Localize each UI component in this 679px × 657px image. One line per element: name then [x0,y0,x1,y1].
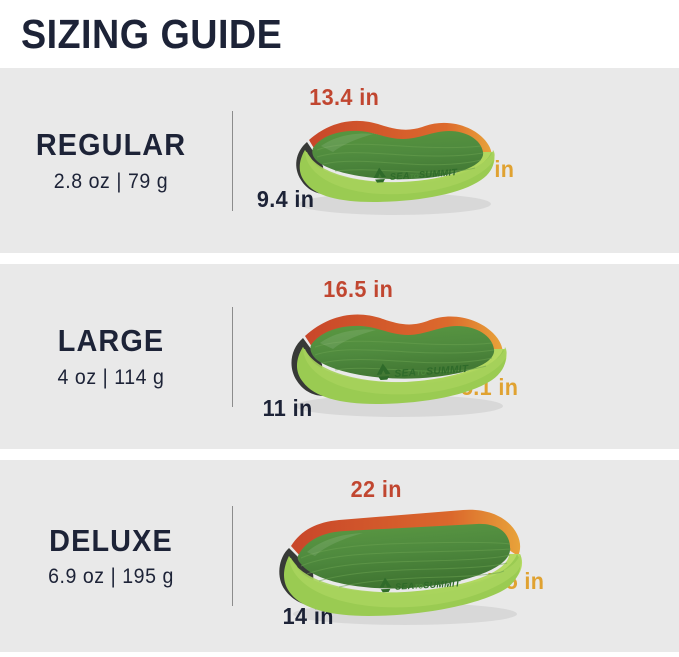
brand-logo-deluxe: SEATOSUMMIT [379,577,462,593]
pillow-front-face [303,347,507,395]
size-rows-container: REGULAR 2.8 oz | 79 g 13.4 in 4.3 in 9.4… [0,68,679,652]
pillow-illustration-regular: SEATOSUMMIT [277,102,509,217]
figure-area-deluxe: 22 in 5.5 in 14 in [233,460,679,652]
size-label-block-regular: REGULAR 2.8 oz | 79 g [0,127,232,193]
pillow-front-face [305,150,495,195]
row-divider-deluxe [232,506,233,606]
pillow-top-surface [310,325,495,379]
mountain-peak-icon [379,577,392,593]
pillow-quilt-seams [314,340,495,372]
dimension-width-regular: 13.4 in [309,84,380,110]
dimension-width-deluxe: 22 in [350,476,402,502]
dimension-length-large: 11 in [262,395,313,421]
page-title: SIZING GUIDE [21,10,283,57]
figure-area-large: 16.5 in 5.1 in 11 in [233,264,679,449]
size-row-regular: REGULAR 2.8 oz | 79 g 13.4 in 4.3 in 9.4… [0,68,679,253]
row-divider-large [232,306,233,407]
brand-logo-regular: SEATOSUMMIT [373,167,459,183]
mountain-peak-icon [376,363,391,381]
size-row-large: LARGE 4 oz | 114 g 16.5 in 5.1 in 11 in [0,264,679,449]
size-weight-regular: 2.8 oz | 79 g [53,169,169,193]
brand-logo-text: SEATOSUMMIT [389,167,458,182]
size-row-deluxe: DELUXE 6.9 oz | 195 g 22 in 5.5 in 14 in [0,460,679,652]
pillow-top-surface [297,523,511,589]
mountain-peak-icon [373,167,387,183]
pillow-highlight [307,533,363,556]
pillow-illustration-large: SEATOSUMMIT [273,294,523,419]
dimension-length-regular: 9.4 in [256,186,315,212]
row-gap-2 [0,449,679,460]
size-name-regular: REGULAR [35,127,187,163]
brand-logo-text: SEATOSUMMIT [395,578,462,591]
size-name-deluxe: DELUXE [49,522,173,558]
brand-logo-text: SEATOSUMMIT [394,364,469,380]
brand-logo-large: SEATOSUMMIT [376,363,469,381]
row-gap-1 [0,253,679,264]
pillow-highlight [320,329,376,349]
size-label-block-deluxe: DELUXE 6.9 oz | 195 g [0,522,232,588]
size-weight-large: 4 oz | 114 g [57,365,165,389]
pillow-quilt-seams [300,541,512,588]
pillow-quilt-seams [316,143,484,173]
header-bar: SIZING GUIDE [0,0,679,68]
size-name-large: LARGE [57,323,165,359]
dimension-width-large: 16.5 in [323,276,394,302]
figure-area-regular: 13.4 in 4.3 in 9.4 in [233,68,679,253]
size-weight-deluxe: 6.9 oz | 195 g [48,565,174,588]
pillow-trim [309,120,492,160]
pillow-front-face [289,554,522,608]
pillow-side-band [296,347,506,404]
row-divider-regular [232,110,233,211]
pillow-highlight [321,133,373,152]
size-label-block-large: LARGE 4 oz | 114 g [0,323,232,389]
pillow-trim [291,509,521,556]
pillow-illustration-deluxe: SEATOSUMMIT [267,496,543,628]
